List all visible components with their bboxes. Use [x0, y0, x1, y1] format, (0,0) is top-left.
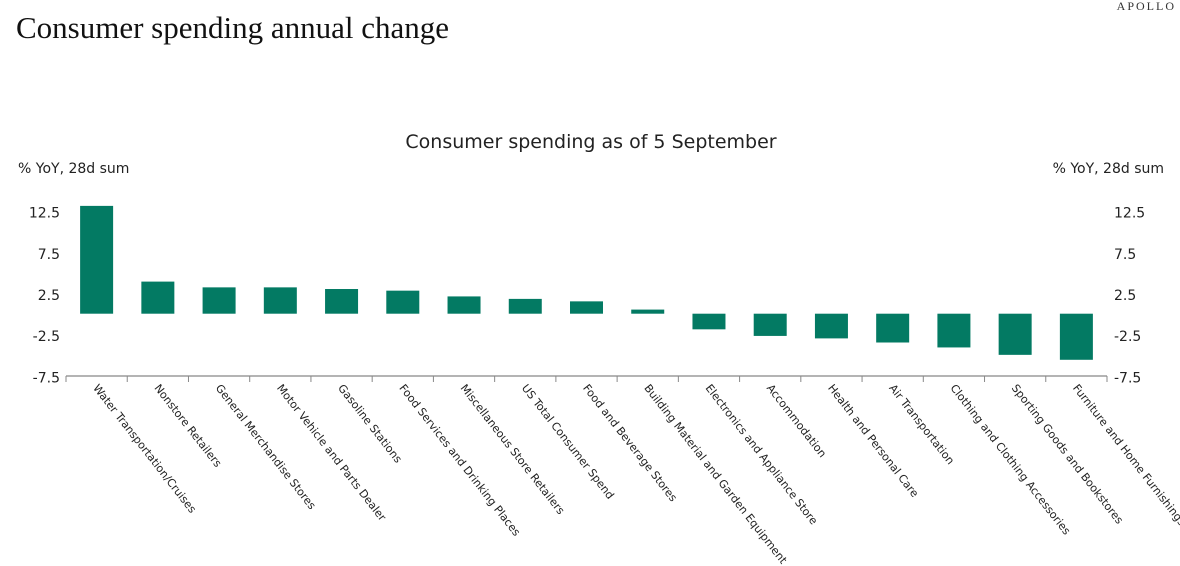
x-tick-label: Miscellaneous Store Retailers	[458, 382, 568, 517]
y-axis-label-right: % YoY, 28d sum	[1053, 161, 1164, 177]
chart-title: Consumer spending as of 5 September	[405, 131, 776, 153]
y-tick-label-left: -7.5	[33, 370, 60, 386]
x-tick-label: Gasoline Stations	[335, 382, 404, 466]
y-tick-label-right: 12.5	[1114, 206, 1145, 222]
page-title: Consumer spending annual change	[16, 10, 450, 45]
y-tick-label-right: 7.5	[1114, 247, 1136, 263]
bar	[325, 289, 359, 314]
bar	[141, 281, 175, 314]
x-tick-label: Food Services and Drinking Places	[396, 382, 523, 539]
x-tick-label: Air Transportation	[886, 382, 957, 467]
x-tick-label: Furniture and Home Furnishings	[1070, 382, 1180, 529]
y-tick-label-right: 2.5	[1114, 288, 1136, 304]
x-tick-label: Clothing and Clothing Accessories	[948, 382, 1074, 538]
x-tick-label: Accommodation	[764, 382, 829, 460]
bar	[937, 313, 971, 348]
y-tick-label-left: 2.5	[38, 288, 60, 304]
x-tick-label: Electronics and Appliance Store	[703, 382, 821, 528]
bar	[508, 298, 542, 314]
y-axis-label-left: % YoY, 28d sum	[18, 161, 129, 177]
bar	[80, 205, 114, 314]
bar	[202, 287, 236, 314]
x-tick-label: General Merchandise Stores	[213, 382, 319, 512]
x-tick-label: Water Transportation/Cruises	[90, 382, 199, 516]
y-tick-label-right: -2.5	[1114, 329, 1141, 345]
bar	[998, 313, 1032, 355]
apollo-logo: APOLLO	[1116, 0, 1176, 13]
bar	[570, 301, 603, 314]
x-tick-label: Nonstore Retailers	[151, 382, 224, 470]
bar	[753, 313, 787, 336]
x-tick-label: Sporting Goods and Bookstores	[1009, 382, 1126, 527]
y-tick-label-left: -2.5	[33, 329, 60, 345]
y-tick-label-left: 12.5	[29, 206, 60, 222]
y-tick-label-right: -7.5	[1114, 370, 1141, 386]
bar	[814, 313, 848, 339]
y-tick-label-left: 7.5	[38, 247, 60, 263]
bar	[447, 296, 481, 314]
bar	[1059, 313, 1093, 360]
bar	[386, 290, 420, 314]
bar	[263, 287, 297, 314]
x-tick-label: Motor Vehicle and Parts Dealer	[274, 382, 389, 524]
x-tick-label: Building Material and Garden Equipment	[641, 382, 790, 566]
bar	[692, 313, 726, 330]
bar	[631, 309, 665, 314]
bar	[876, 313, 910, 343]
